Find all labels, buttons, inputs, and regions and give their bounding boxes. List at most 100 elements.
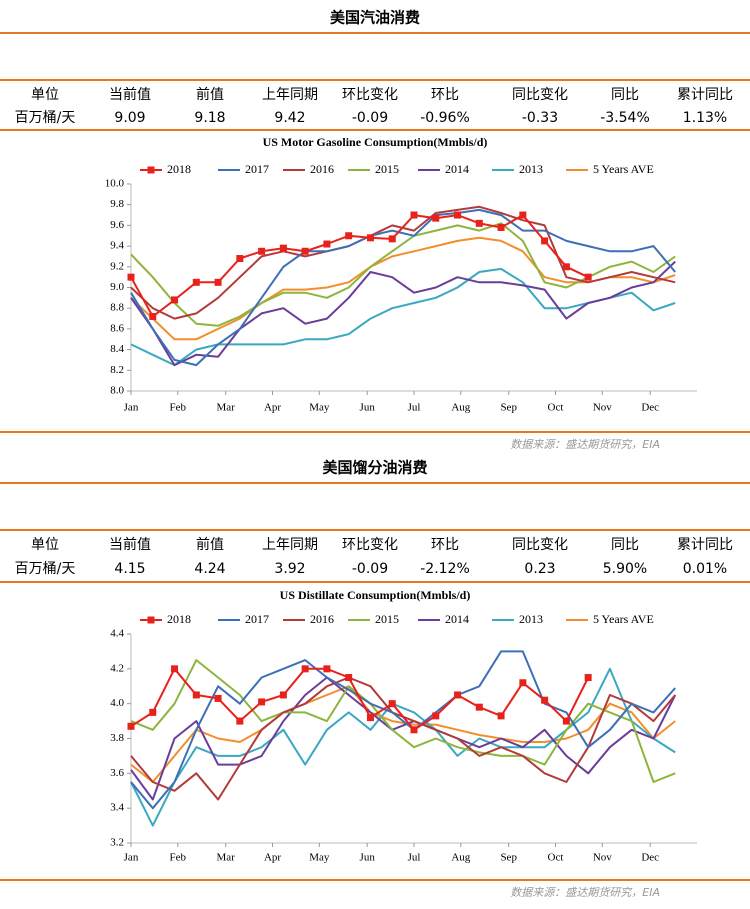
y-tick-label: 9.4 [110,240,124,252]
series-marker [301,665,309,673]
table-header-cell: 当前值 [109,536,151,553]
table-header-cell: 当前值 [109,86,151,103]
x-tick-label: May [309,852,330,864]
x-tick-label: Aug [451,852,470,864]
x-tick-label: Feb [170,852,187,864]
x-tick-label: Apr [264,402,281,414]
series-line [130,267,676,367]
x-tick-label: Mar [217,402,236,414]
y-tick-label: 9.0 [110,281,124,293]
series-marker [475,703,483,711]
table-cell: 百万桶/天 [15,561,76,577]
series-line [130,667,590,731]
series-marker [497,223,505,231]
series-marker [497,712,505,720]
series-line [130,650,676,810]
series-marker [562,717,570,725]
series-marker [127,273,135,281]
series-line [130,222,676,327]
table-cell: 1.13% [683,110,727,126]
table-cell: -0.09 [352,110,388,126]
y-tick-label: 8.2 [110,364,124,376]
table-cell: 9.09 [114,110,145,126]
series-marker [519,679,527,687]
x-tick-label: Sep [500,852,517,864]
x-tick-label: Apr [264,852,281,864]
table-header-cell: 前值 [196,86,224,103]
series-line [130,685,676,783]
legend-label: 2017 [245,612,269,626]
legend-label: 2015 [375,162,399,176]
x-tick-label: Mar [217,852,236,864]
series-marker [432,214,440,222]
series-marker [584,674,592,682]
legend-label: 2016 [310,612,334,626]
y-tick-label: 8.8 [110,302,124,314]
legend-label: 2014 [445,162,469,176]
series-marker [388,235,396,243]
table-cell: -0.33 [522,110,558,126]
series-marker [279,691,287,699]
legend-label: 2016 [310,162,334,176]
x-tick-label: Jan [124,852,139,864]
series-marker [192,278,200,286]
legend-label: 2015 [375,612,399,626]
legend-label: 2018 [167,612,191,626]
series-marker [345,232,353,240]
series-marker [301,247,309,255]
x-tick-label: Jan [124,402,139,414]
series-marker [258,698,266,706]
series-marker [149,312,157,320]
table-header-cell: 同比变化 [512,537,568,553]
legend-label: 5 Years AVE [593,162,654,176]
table-cell: 4.15 [114,561,145,577]
series-marker [236,717,244,725]
series-marker [258,247,266,255]
legend-label: 2017 [245,162,269,176]
table-header-cell: 单位 [31,87,59,103]
series-marker [279,244,287,252]
table-header-cell: 环比变化 [342,537,398,553]
table-cell: 百万桶/天 [15,110,76,126]
series-marker [454,211,462,219]
x-tick-label: Oct [548,402,564,414]
series-marker [388,700,396,708]
table-cell: -0.96% [420,110,470,126]
series-line [130,667,676,827]
series-marker [171,296,179,304]
y-tick-label: 10.0 [105,178,125,190]
y-tick-label: 3.4 [110,802,124,814]
table-header-cell: 环比 [431,87,459,103]
x-tick-label: Jul [408,852,421,864]
legend-label: 2013 [519,612,543,626]
y-tick-label: 4.0 [110,697,124,709]
legend-marker [147,166,155,174]
series-marker [454,691,462,699]
series-marker [366,714,374,722]
table-header-cell: 环比变化 [342,87,398,103]
series-line [130,260,676,367]
series-line [130,236,676,341]
table-header-cell: 同比 [611,87,639,103]
table-header-cell: 同比 [611,537,639,553]
x-tick-label: Sep [500,402,517,414]
chart-title: US Distillate Consumption(Mmbls/d) [280,588,471,602]
series-marker [519,211,527,219]
series-marker [475,219,483,227]
legend-label: 2014 [445,612,469,626]
series-marker [345,674,353,682]
series-marker [323,665,331,673]
table-cell: 0.23 [524,561,555,577]
x-tick-label: Aug [451,402,470,414]
series-marker [149,708,157,716]
series-marker [366,234,374,242]
legend-label: 2013 [519,162,543,176]
x-tick-label: Dec [641,852,659,864]
y-tick-label: 8.4 [110,343,124,355]
series-line [130,676,677,801]
y-tick-label: 8.6 [110,322,124,334]
series-line [130,214,589,318]
table-header-cell: 累计同比 [677,537,733,553]
x-tick-label: Feb [170,402,187,414]
